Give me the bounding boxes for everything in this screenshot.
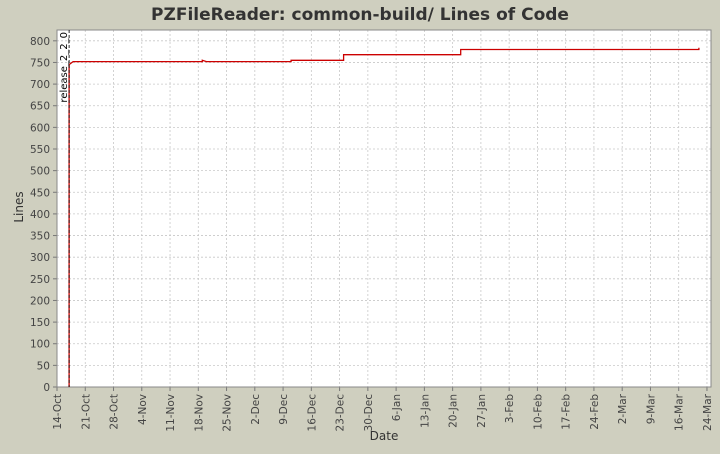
y-tick-label: 300 bbox=[30, 252, 50, 264]
y-tick-label: 700 bbox=[30, 79, 50, 91]
y-tick-label: 350 bbox=[30, 231, 50, 243]
x-tick-label: 23-Dec bbox=[335, 394, 347, 432]
x-tick-label: 27-Jan bbox=[476, 394, 488, 428]
x-tick-label: 21-Oct bbox=[80, 394, 92, 430]
y-tick-label: 600 bbox=[30, 122, 50, 134]
y-axis-label: Lines bbox=[12, 191, 26, 222]
x-tick-label: 16-Mar bbox=[674, 393, 686, 431]
release-marker-label: release_2_2_0 bbox=[59, 32, 70, 103]
y-tick-label: 200 bbox=[30, 295, 50, 307]
x-tick-label: 25-Nov bbox=[222, 394, 234, 432]
y-tick-label: 0 bbox=[43, 382, 50, 394]
series bbox=[68, 47, 700, 387]
x-tick-label: 30-Dec bbox=[363, 394, 375, 432]
axes: 0 50 100 150 200 250 300 350 400 450 500 550 600 650 7… bbox=[30, 29, 714, 432]
x-tick-label: 20-Jan bbox=[448, 394, 460, 428]
x-tick-label: 24-Mar bbox=[702, 393, 714, 431]
y-tick-label: 450 bbox=[30, 187, 50, 199]
x-tick-label: 2-Mar bbox=[617, 393, 629, 424]
x-tick-label: 13-Jan bbox=[419, 394, 431, 428]
y-tick-label: 50 bbox=[37, 360, 50, 372]
x-tick-label: 10-Feb bbox=[532, 394, 544, 430]
plot-area bbox=[57, 30, 711, 387]
grid bbox=[56, 30, 711, 388]
y-tick-label: 550 bbox=[30, 144, 50, 156]
x-tick-label: 16-Dec bbox=[306, 394, 318, 432]
y-tick-label: 750 bbox=[30, 57, 50, 69]
x-tick-label: 18-Nov bbox=[193, 394, 205, 432]
series-line-0 bbox=[68, 47, 700, 387]
y-tick-label: 650 bbox=[30, 101, 50, 113]
annotations: release_2_2_0 bbox=[59, 30, 70, 387]
x-tick-label: 28-Oct bbox=[109, 394, 121, 430]
x-tick-label: 9-Dec bbox=[278, 394, 290, 425]
x-tick-label: 14-Oct bbox=[52, 394, 64, 430]
x-axis-label: Date bbox=[370, 429, 399, 443]
x-tick-label: 6-Jan bbox=[391, 394, 403, 421]
x-tick-label: 11-Nov bbox=[165, 394, 177, 432]
x-tick-label: 17-Feb bbox=[561, 394, 573, 430]
x-tick-label: 4-Nov bbox=[137, 394, 149, 425]
plot-border bbox=[56, 29, 712, 388]
x-tick-label: 2-Dec bbox=[250, 394, 262, 425]
y-tick-label: 500 bbox=[30, 166, 50, 178]
y-tick-label: 800 bbox=[30, 36, 50, 48]
x-tick-label: 9-Mar bbox=[645, 393, 657, 424]
y-tick-label: 100 bbox=[30, 339, 50, 351]
chart-title: PZFileReader: common-build/ Lines of Cod… bbox=[151, 5, 569, 25]
x-tick-label: 3-Feb bbox=[504, 394, 516, 423]
y-tick-label: 150 bbox=[30, 317, 50, 329]
x-tick-label: 24-Feb bbox=[589, 394, 601, 430]
y-tick-label: 250 bbox=[30, 274, 50, 286]
y-tick-label: 400 bbox=[30, 209, 50, 221]
